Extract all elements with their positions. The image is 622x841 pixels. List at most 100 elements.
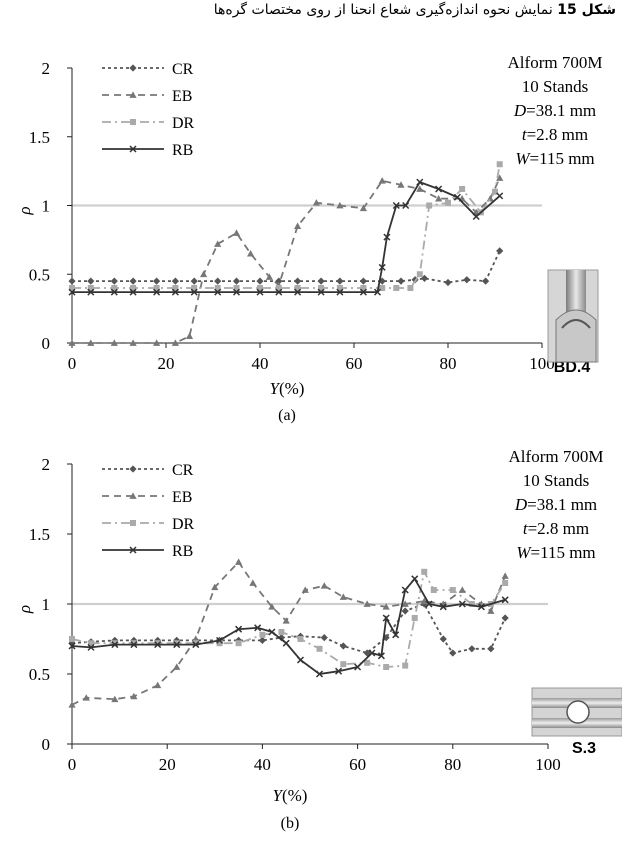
- data-point-eb: [416, 185, 424, 192]
- data-point-cr: [68, 277, 76, 285]
- data-point-eb: [68, 339, 76, 346]
- data-point-rb: [282, 639, 290, 647]
- x-axis-label-var: Y: [273, 786, 284, 805]
- data-point-eb: [68, 701, 76, 708]
- data-point-dr: [416, 271, 423, 278]
- data-point-dr: [88, 640, 95, 647]
- data-point-dr: [111, 640, 118, 647]
- data-point-eb: [153, 339, 161, 346]
- data-point-rb: [317, 288, 325, 296]
- data-point-eb: [363, 600, 371, 607]
- data-point-cr: [444, 278, 452, 287]
- data-point-rb: [477, 603, 485, 611]
- x-tick-label: 20: [159, 755, 176, 774]
- data-point-dr: [216, 640, 223, 647]
- x-tick-label: 80: [440, 354, 457, 373]
- x-tick-label: 80: [444, 755, 461, 774]
- data-point-eb: [282, 617, 290, 624]
- legend-label-dr: DR: [172, 516, 195, 533]
- series-dr: [69, 161, 503, 291]
- series-line-dr: [72, 164, 501, 289]
- data-point-eb: [294, 222, 302, 230]
- info-var: t: [523, 519, 529, 538]
- data-point-cr: [482, 277, 490, 285]
- data-point-cr: [401, 607, 409, 615]
- chart-a: 00.511.520 20 40 60 80 100Y(%)ρCREBDRRBAlform…: [15, 53, 602, 424]
- y-tick-label: 1: [42, 595, 51, 614]
- data-point-rb: [153, 288, 161, 296]
- data-point-eb: [336, 201, 344, 209]
- data-point-dr: [318, 285, 325, 291]
- data-point-cr: [501, 614, 509, 622]
- info-value: =115 mm: [530, 149, 595, 168]
- data-point-dr: [235, 640, 242, 647]
- series-line-eb: [71, 560, 507, 706]
- data-point-dr: [336, 285, 343, 291]
- data-point-cr: [171, 277, 179, 285]
- data-point-eb: [173, 663, 181, 670]
- series-rb: [68, 178, 504, 296]
- info-value: Alform 700M: [508, 53, 603, 72]
- data-point-rb: [173, 641, 181, 649]
- data-point-rb: [402, 201, 410, 210]
- data-point-dr: [502, 580, 509, 586]
- info-value: Alform 700M: [509, 447, 604, 466]
- data-point-dr: [445, 199, 451, 206]
- data-point-rb: [87, 288, 95, 296]
- data-point-rb: [275, 288, 283, 296]
- data-point-rb: [416, 178, 424, 186]
- data-point-dr: [316, 645, 323, 652]
- data-point-eb: [87, 339, 95, 346]
- data-point-rb: [315, 670, 324, 678]
- data-point-dr: [130, 285, 137, 291]
- data-point-dr: [426, 202, 433, 209]
- data-point-rb: [190, 288, 198, 296]
- info-var: W: [515, 149, 531, 168]
- series-line-rb: [71, 577, 506, 675]
- info-line: 10 Stands: [522, 77, 589, 96]
- data-point-cr: [397, 277, 405, 285]
- data-point-dr: [69, 285, 75, 291]
- data-point-dr: [87, 285, 94, 291]
- data-point-rb: [411, 575, 419, 583]
- data-point-eb: [129, 339, 137, 346]
- figure-caption: شکل 15 نمایش نحوه اندازه‌گیری شعاع انحنا…: [214, 2, 616, 18]
- caption-label: شکل 15: [557, 2, 616, 18]
- data-point-dr: [468, 601, 475, 607]
- data-point-cr: [256, 277, 264, 285]
- data-point-cr: [339, 642, 347, 650]
- data-point-eb: [111, 695, 119, 703]
- x-axis-label-var: Y: [270, 379, 281, 398]
- y-tick-label: 1: [42, 197, 51, 216]
- data-point-cr: [449, 649, 457, 657]
- caption-text: نمایش نحوه اندازه‌گیری شعاع انحنا از روی…: [213, 2, 553, 18]
- y-tick-label: 0: [42, 735, 51, 754]
- data-point-dr: [191, 285, 198, 291]
- y-tick-label: 0: [42, 334, 51, 353]
- data-point-eb: [235, 558, 243, 565]
- data-point-dr: [383, 664, 390, 670]
- legend-label-eb: EB: [172, 489, 192, 506]
- data-point-eb: [247, 250, 255, 257]
- data-point-rb: [435, 185, 443, 193]
- data-point-rb: [392, 631, 400, 639]
- data-point-rb: [235, 625, 243, 633]
- data-point-rb: [296, 656, 305, 664]
- data-point-dr: [111, 285, 118, 291]
- data-point-eb: [501, 572, 509, 579]
- data-point-dr: [233, 285, 240, 291]
- data-point-rb: [111, 641, 119, 649]
- info-line: t=2.8 mm: [523, 519, 589, 538]
- series-line-cr: [72, 250, 501, 284]
- legend-marker-cr: [129, 465, 137, 473]
- data-point-cr: [68, 639, 76, 647]
- data-point-rb: [354, 663, 362, 671]
- legend-marker-rb: [129, 546, 137, 554]
- info-value: =2.8 mm: [527, 125, 589, 144]
- x-axis-label-unit: (%): [279, 379, 304, 398]
- data-point-eb: [265, 273, 273, 280]
- legend-label-dr: DR: [172, 115, 195, 132]
- data-point-dr: [459, 186, 466, 192]
- data-point-eb: [82, 694, 90, 701]
